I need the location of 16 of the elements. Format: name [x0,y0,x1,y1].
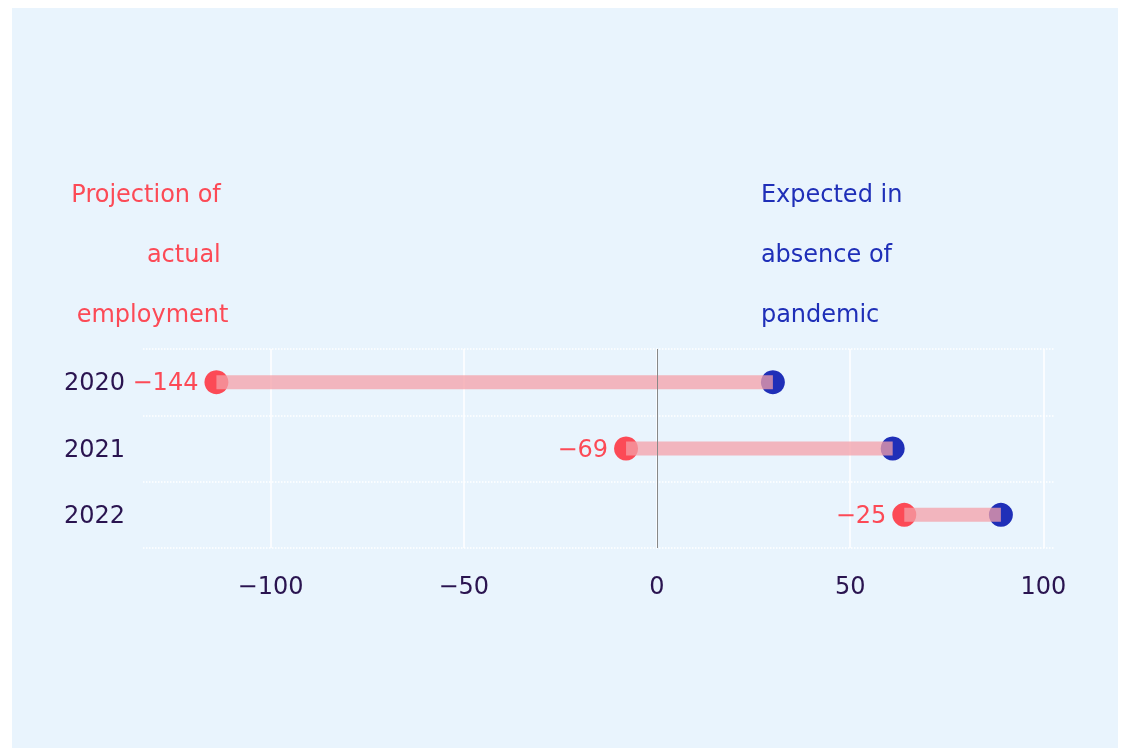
x-tick-label: 100 [1020,572,1067,600]
x-tick-label: 50 [834,572,866,600]
data-label: −144 [132,368,199,397]
x-tick-label: −50 [438,572,490,600]
y-tick-label: 2020 [63,368,125,397]
x-tick-label: 0 [649,572,665,600]
text: Expected in absence of pandemic [760,180,903,329]
bar [216,375,773,390]
y-tick-label: 2022 [63,500,125,529]
text: Projection of actual employment [71,180,229,329]
y-tick-label: 2021 [63,434,125,463]
x-tick-label: −100 [237,572,304,600]
bar [626,441,893,456]
data-label: −25 [835,500,887,529]
bar [904,507,1001,522]
data-label: −69 [557,434,609,463]
